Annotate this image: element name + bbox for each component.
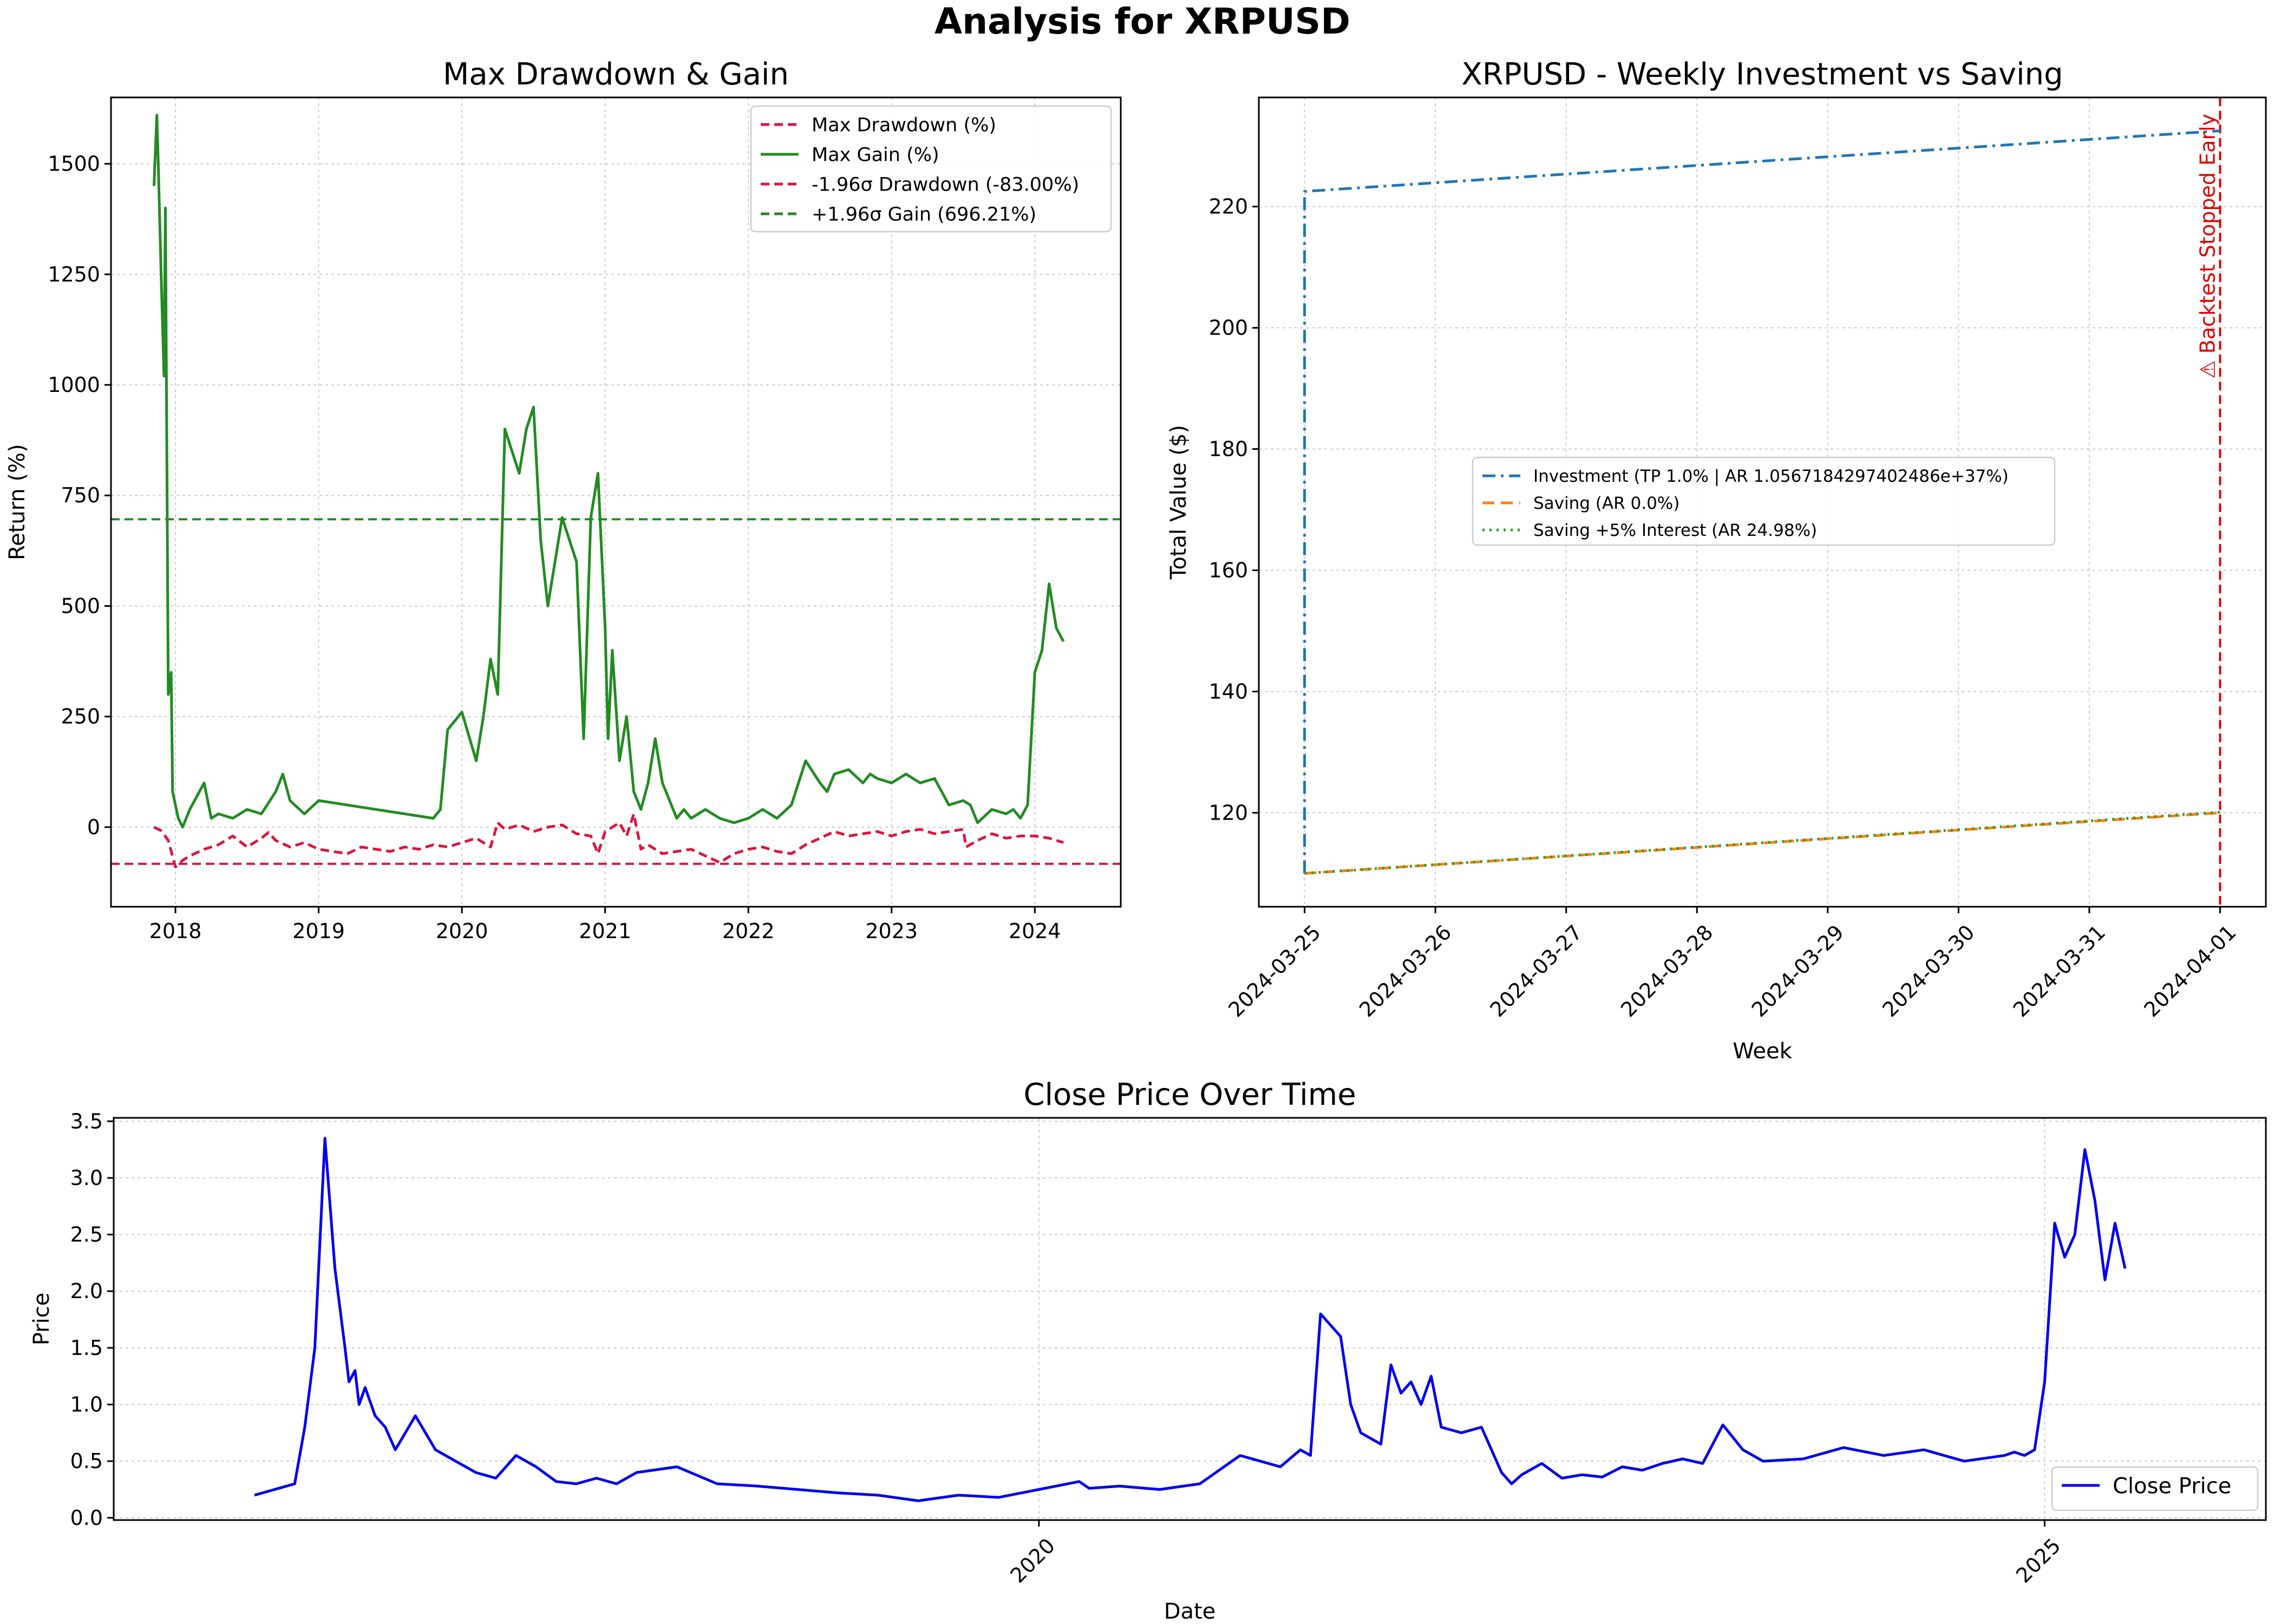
- x-tick-label: 2024-03-30: [1878, 920, 1979, 1021]
- legend-entry-label: +1.96σ Gain (696.21%): [812, 204, 1036, 226]
- y-tick-label: 1000: [48, 373, 100, 397]
- series-line: [1304, 811, 2220, 875]
- x-axis-label: Week: [1733, 1039, 1792, 1064]
- x-tick-label: 2024-03-25: [1224, 920, 1325, 1021]
- series-line: [1303, 129, 2220, 874]
- x-axis-label: Date: [1164, 1599, 1216, 1624]
- y-axis-label: Price: [29, 1293, 54, 1346]
- close-price-chart: 2020 2025 0.0 0.5 1.0 1.5 2.0 2.5 3.0 3.5 Close Pr…: [29, 1077, 2267, 1624]
- y-tick-label: 1250: [48, 263, 100, 286]
- chart-title: Close Price Over Time: [1023, 1077, 1356, 1112]
- investment-vs-saving-chart: ⚠ Backtest Stopped Early 2024-03-25 2024-0…: [1166, 57, 2267, 1064]
- legend-entry-label: Saving (AR 0.0%): [1533, 494, 1680, 513]
- x-tick-label: 2018: [149, 919, 202, 943]
- x-tick-label: 2024-03-26: [1355, 920, 1456, 1021]
- y-tick-label: 0.0: [70, 1506, 103, 1530]
- plot-area: [1303, 97, 2221, 907]
- y-tick-label: 250: [61, 705, 100, 729]
- figure-title: Analysis for XRPUSD: [935, 1, 1350, 42]
- backtest-stop-label: ⚠ Backtest Stopped Early: [2195, 114, 2219, 379]
- legend-entry-label: Max Drawdown (%): [812, 115, 996, 136]
- axes-frame: [110, 96, 1122, 908]
- x-tick-label: 2024-03-29: [1747, 920, 1848, 1021]
- plot-area: [254, 1137, 2127, 1502]
- legend-box: [1472, 456, 2056, 546]
- y-tick-label: 180: [1208, 437, 1248, 461]
- axes-frame: [113, 1117, 2267, 1521]
- y-axis-label: Return (%): [5, 444, 30, 560]
- legend-entry-label: Close Price: [2113, 1474, 2231, 1498]
- x-tick-label: 2023: [865, 919, 918, 943]
- y-tick-label: 1.0: [70, 1393, 103, 1417]
- legend-entry-label: -1.96σ Drawdown (-83.00%): [812, 174, 1079, 196]
- y-axis-label: Total Value ($): [1166, 425, 1191, 580]
- y-tick-label: 3.0: [70, 1166, 103, 1190]
- x-tick-label: 2025: [2011, 1534, 2066, 1588]
- legend-entry-label: Saving +5% Interest (AR 24.98%): [1533, 521, 1817, 540]
- x-tick-label: 2022: [722, 919, 775, 943]
- y-tick-label: 1.5: [70, 1336, 103, 1360]
- x-tick-label: 2019: [292, 919, 345, 943]
- y-tick-label: 200: [1208, 316, 1248, 340]
- legend-box: [750, 105, 1112, 233]
- y-tick-label: 0: [87, 815, 100, 839]
- series-line: [1304, 810, 2220, 875]
- y-tick-label: 1500: [48, 152, 100, 176]
- legend-box: [2051, 1466, 2259, 1511]
- x-tick-label: 2024-03-28: [1616, 920, 1717, 1021]
- legend-entry-label: Max Gain (%): [812, 145, 939, 166]
- y-tick-label: 2.5: [70, 1223, 103, 1247]
- axes-frame: [1258, 96, 2267, 908]
- x-tick-label: 2024-03-31: [2009, 920, 2110, 1021]
- x-tick-label: 2024: [1009, 919, 1061, 943]
- series-line: [153, 812, 1064, 868]
- plot-area: [111, 114, 1121, 868]
- y-tick-label: 2.0: [70, 1279, 103, 1303]
- x-tick-label: 2020: [1006, 1534, 1060, 1588]
- x-tick-label: 2024-04-01: [2139, 920, 2240, 1021]
- y-tick-label: 750: [61, 483, 100, 507]
- y-tick-label: 120: [1208, 801, 1248, 824]
- y-tick-label: 220: [1208, 195, 1248, 219]
- x-tick-label: 2020: [436, 919, 488, 943]
- y-tick-label: 3.5: [70, 1109, 103, 1133]
- y-tick-label: 140: [1208, 679, 1248, 703]
- series-line: [254, 1137, 2127, 1502]
- chart-title: XRPUSD - Weekly Investment vs Saving: [1461, 57, 2063, 92]
- series-line: [152, 114, 1065, 829]
- x-tick-label: 2024-03-27: [1486, 920, 1587, 1021]
- drawdown-gain-chart: 2018 2019 2020 2021 2022 2023 2024 0 250 500 750 10…: [5, 57, 1122, 943]
- legend-entry-label: Investment (TP 1.0% | AR 1.0567184297402…: [1533, 467, 2009, 486]
- y-tick-label: 500: [61, 594, 100, 618]
- x-tick-label: 2021: [579, 919, 631, 943]
- y-tick-label: 160: [1208, 558, 1248, 582]
- y-tick-label: 0.5: [70, 1449, 103, 1473]
- chart-title: Max Drawdown & Gain: [443, 57, 789, 92]
